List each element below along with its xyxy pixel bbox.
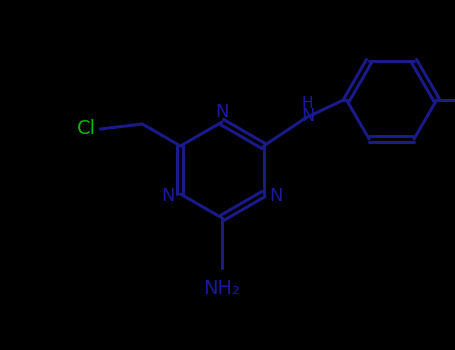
Text: Cl: Cl <box>77 119 96 139</box>
Text: N: N <box>215 103 229 121</box>
Text: N: N <box>162 187 175 205</box>
Text: H: H <box>302 97 313 112</box>
Text: NH₂: NH₂ <box>203 279 240 298</box>
Text: N: N <box>269 187 282 205</box>
Text: N: N <box>301 107 314 125</box>
